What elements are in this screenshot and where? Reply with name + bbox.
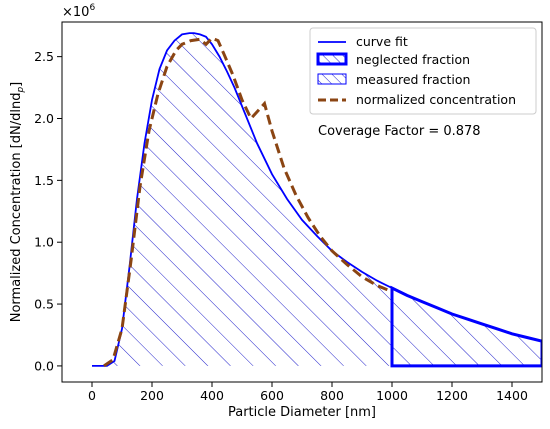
y-tick-label: 1.0 (34, 235, 54, 250)
y-axis-label-end: ] (9, 82, 24, 87)
legend-label-curve-fit: curve fit (356, 34, 408, 49)
legend-label-measured: measured fraction (356, 72, 470, 87)
x-tick-label: 200 (140, 388, 164, 403)
y-tick-label: 1.5 (34, 173, 54, 188)
legend-swatch-measured (317, 73, 347, 85)
y-tick-label: 0.5 (34, 297, 54, 312)
measured-fraction-area (92, 33, 392, 366)
normalized-concentration-line (103, 36, 393, 368)
legend-label-neglected: neglected fraction (356, 52, 470, 67)
y-multiplier-base: ×10 (62, 5, 89, 20)
y-tick-label: 2.0 (34, 111, 54, 126)
y-tick-label: 2.5 (34, 49, 54, 64)
x-tick-label: 1000 (376, 388, 408, 403)
curve-fit-line (92, 32, 542, 367)
legend-swatch-neglected (316, 52, 348, 66)
y-tick-label: 0.0 (34, 358, 54, 373)
legend-frame (309, 27, 537, 115)
x-axis-ticks: 0 200 400 600 800 1000 1200 1400 (88, 382, 528, 403)
y-axis-label-main: Normalized Concentration [dN/dlnd (9, 93, 24, 323)
y-axis-label: Normalized Concentration [dN/dlndp] (9, 82, 26, 323)
y-axis-label-sub: p (16, 87, 26, 94)
plot-frame (61, 21, 543, 383)
x-tick-label: 0 (88, 388, 96, 403)
x-axis-label: Particle Diameter [nm] (228, 405, 376, 420)
x-tick-label: 1400 (496, 388, 528, 403)
y-axis-ticks: 0.0 0.5 1.0 1.5 2.0 2.5 (34, 49, 62, 373)
legend: curve fit neglected fraction measured fr… (309, 27, 537, 115)
legend-label-concentration: normalized concentration (356, 92, 516, 107)
x-tick-label: 1200 (436, 388, 468, 403)
coverage-factor-annotation: Coverage Factor = 0.878 (318, 124, 481, 139)
x-tick-label: 600 (260, 388, 284, 403)
x-tick-label: 400 (200, 388, 224, 403)
neglected-fraction-area (392, 288, 542, 366)
y-multiplier: ×106 (62, 3, 95, 20)
x-tick-label: 800 (320, 388, 344, 403)
y-multiplier-exp: 6 (89, 3, 95, 13)
